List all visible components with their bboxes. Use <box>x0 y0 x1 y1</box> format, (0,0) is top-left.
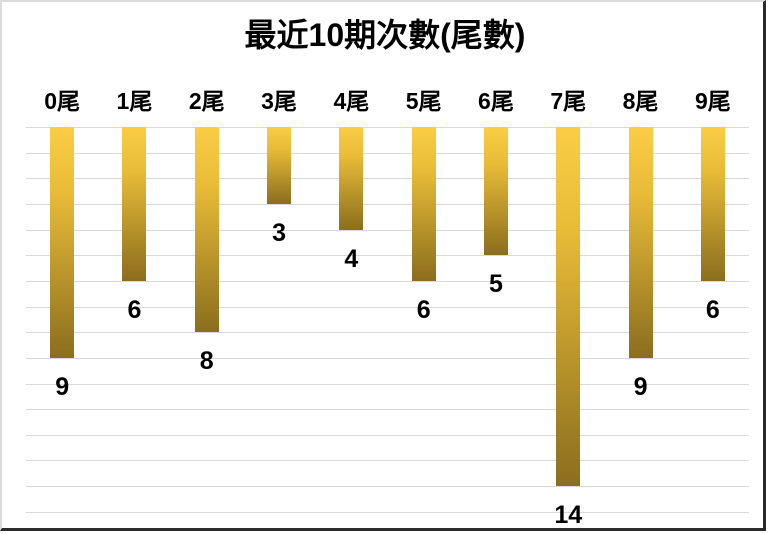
category-label-0: 0尾 <box>44 88 81 114</box>
data-label-8: 9 <box>633 373 648 401</box>
bar-5尾 <box>412 127 436 281</box>
gridline <box>26 153 749 154</box>
data-label-6: 5 <box>488 270 503 298</box>
category-label-2: 2尾 <box>188 88 225 114</box>
data-label-7: 14 <box>554 501 583 529</box>
category-label-8: 8尾 <box>622 88 659 114</box>
gridline <box>26 281 749 282</box>
category-label-5: 5尾 <box>405 88 442 114</box>
bar-3尾 <box>267 127 291 204</box>
bar-8尾 <box>629 127 653 358</box>
category-label-4: 4尾 <box>333 88 370 114</box>
data-label-0: 9 <box>55 373 70 401</box>
bar-7尾 <box>556 127 580 486</box>
gridline <box>26 204 749 205</box>
data-label-2: 8 <box>199 347 214 375</box>
gridline <box>26 409 749 410</box>
gridline <box>26 512 749 513</box>
gridline <box>26 255 749 256</box>
data-label-4: 4 <box>344 245 359 273</box>
category-label-9: 9尾 <box>694 88 731 114</box>
gridline <box>26 486 749 487</box>
gridline <box>26 435 749 436</box>
bar-0尾 <box>50 127 74 358</box>
category-label-3: 3尾 <box>261 88 297 114</box>
gridline <box>26 307 749 308</box>
bar-4尾 <box>339 127 363 230</box>
category-label-1: 1尾 <box>116 88 153 114</box>
chart-title: 最近10期次數(尾數) <box>244 17 526 53</box>
data-label-1: 6 <box>127 296 142 324</box>
data-label-3: 3 <box>272 219 286 247</box>
bar-2尾 <box>195 127 219 332</box>
gridline <box>26 384 749 385</box>
gridline <box>26 230 749 231</box>
gridline <box>26 332 749 333</box>
bar-9尾 <box>701 127 725 281</box>
bar-6尾 <box>484 127 508 255</box>
data-label-9: 6 <box>705 296 720 324</box>
gridline <box>26 460 749 461</box>
gridline <box>26 178 749 179</box>
gridline <box>26 127 749 128</box>
bar-1尾 <box>122 127 146 281</box>
gridline <box>26 358 749 359</box>
category-label-6: 6尾 <box>478 88 514 114</box>
data-label-5: 6 <box>416 296 431 324</box>
category-label-7: 7尾 <box>550 88 587 114</box>
